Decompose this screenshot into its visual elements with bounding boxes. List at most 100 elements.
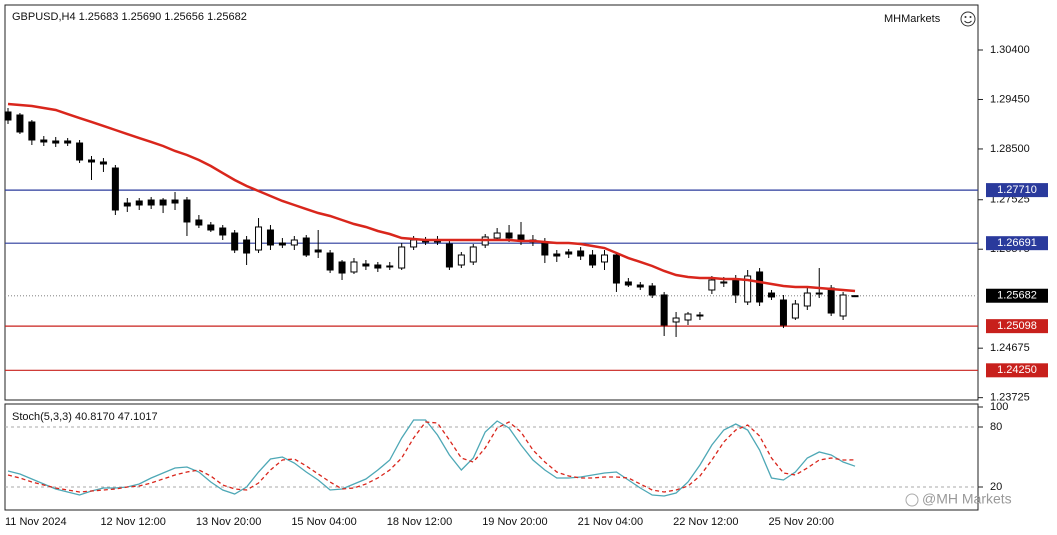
candle-body bbox=[266, 229, 274, 246]
candle-body bbox=[684, 313, 692, 321]
level-label: 1.24250 bbox=[997, 364, 1037, 376]
candle-body bbox=[756, 271, 764, 303]
chart-title: GBPUSD,H4 1.25683 1.25690 1.25656 1.2568… bbox=[12, 11, 247, 23]
candle-body bbox=[302, 237, 310, 256]
level-label-box bbox=[986, 319, 1048, 334]
candle-body bbox=[636, 284, 644, 288]
candle-body bbox=[660, 294, 668, 326]
candle-body bbox=[851, 295, 859, 298]
candle-body bbox=[577, 250, 585, 257]
watermark: @MH Markets bbox=[922, 491, 1012, 507]
candle-body bbox=[541, 241, 549, 256]
level-label: 1.25098 bbox=[997, 320, 1037, 332]
x-tick-label: 15 Nov 04:00 bbox=[291, 516, 356, 528]
candle-body bbox=[803, 292, 811, 307]
candle-body bbox=[589, 254, 597, 266]
candle-body bbox=[350, 261, 358, 273]
candle-body bbox=[612, 254, 620, 284]
candle-body bbox=[839, 294, 847, 317]
candle-body bbox=[147, 199, 155, 206]
candle-body bbox=[243, 239, 251, 254]
candle-body bbox=[827, 287, 835, 314]
x-tick-label: 21 Nov 04:00 bbox=[578, 516, 643, 528]
candle-body bbox=[469, 246, 477, 263]
y-tick-label: 20 bbox=[990, 481, 1002, 493]
candle-body bbox=[362, 263, 370, 267]
level-label-box bbox=[986, 183, 1048, 198]
candle-body bbox=[4, 111, 12, 121]
candle-body bbox=[123, 202, 131, 207]
candle-body bbox=[624, 281, 632, 286]
moving-average bbox=[7, 102, 856, 293]
candle-body bbox=[28, 121, 36, 141]
x-tick-label: 12 Nov 12:00 bbox=[100, 516, 165, 528]
candle-body bbox=[195, 219, 203, 226]
candle-body bbox=[99, 161, 107, 165]
x-tick-label: 25 Nov 20:00 bbox=[769, 516, 834, 528]
candle-body bbox=[183, 199, 191, 223]
candle-body bbox=[779, 299, 787, 326]
stoch-line bbox=[7, 419, 856, 497]
y-tick-label: 1.24675 bbox=[990, 342, 1030, 354]
candle-body bbox=[398, 246, 406, 269]
candle-body bbox=[493, 232, 501, 239]
candle-body bbox=[207, 224, 215, 231]
y-tick-label: 1.30400 bbox=[990, 44, 1030, 56]
stoch-line bbox=[7, 421, 856, 493]
candle-body bbox=[52, 140, 60, 144]
candle-body bbox=[732, 279, 740, 296]
y-tick-label: 1.28500 bbox=[990, 143, 1030, 155]
y-tick-label: 100 bbox=[990, 401, 1008, 413]
candle-body bbox=[231, 232, 239, 251]
level-label-box bbox=[986, 288, 1048, 303]
x-tick-label: 22 Nov 12:00 bbox=[673, 516, 738, 528]
candle-body bbox=[326, 252, 334, 271]
brand: MHMarkets bbox=[884, 13, 941, 25]
candle-body bbox=[135, 200, 143, 206]
y-tick-label: 1.29450 bbox=[990, 93, 1030, 105]
candle-body bbox=[565, 251, 573, 255]
level-label-box bbox=[986, 236, 1048, 251]
candle-body bbox=[255, 226, 263, 251]
stoch-title: Stoch(5,3,3) 40.8170 47.1017 bbox=[12, 411, 158, 423]
candle-body bbox=[708, 279, 716, 291]
candle-body bbox=[76, 142, 84, 161]
candle-body bbox=[40, 139, 48, 143]
candle-body bbox=[457, 254, 465, 266]
y-tick-label: 80 bbox=[990, 421, 1002, 433]
level-label-box bbox=[986, 363, 1048, 378]
brand-icon bbox=[960, 11, 976, 27]
candle-body bbox=[386, 265, 394, 268]
candle-body bbox=[278, 242, 286, 246]
watermark-icon bbox=[905, 493, 919, 507]
candle-body bbox=[648, 285, 656, 296]
main-panel bbox=[4, 4, 979, 401]
candle-body bbox=[88, 159, 96, 163]
candle-body bbox=[219, 227, 227, 236]
candle-body bbox=[290, 239, 298, 246]
level-label: 1.27710 bbox=[997, 184, 1037, 196]
candle-body bbox=[505, 232, 513, 239]
candle-body bbox=[445, 243, 453, 268]
x-tick-label: 18 Nov 12:00 bbox=[387, 516, 452, 528]
candle-body bbox=[601, 254, 608, 263]
candle-body bbox=[64, 140, 72, 144]
x-tick-label: 13 Nov 20:00 bbox=[196, 516, 261, 528]
candle-body bbox=[720, 281, 728, 284]
candle-body bbox=[338, 261, 346, 274]
candle-body bbox=[159, 199, 167, 206]
candle-body bbox=[744, 275, 752, 303]
candle-body bbox=[791, 303, 799, 319]
candle-body bbox=[314, 249, 322, 253]
candle-body bbox=[768, 292, 776, 298]
candle-body bbox=[410, 239, 418, 248]
candle-body bbox=[553, 253, 561, 257]
candle-body bbox=[815, 292, 823, 295]
candle-body bbox=[374, 264, 382, 269]
candle-body bbox=[16, 114, 24, 133]
level-label: 1.25682 bbox=[997, 290, 1037, 302]
x-tick-label: 19 Nov 20:00 bbox=[482, 516, 547, 528]
candle-body bbox=[696, 314, 704, 317]
